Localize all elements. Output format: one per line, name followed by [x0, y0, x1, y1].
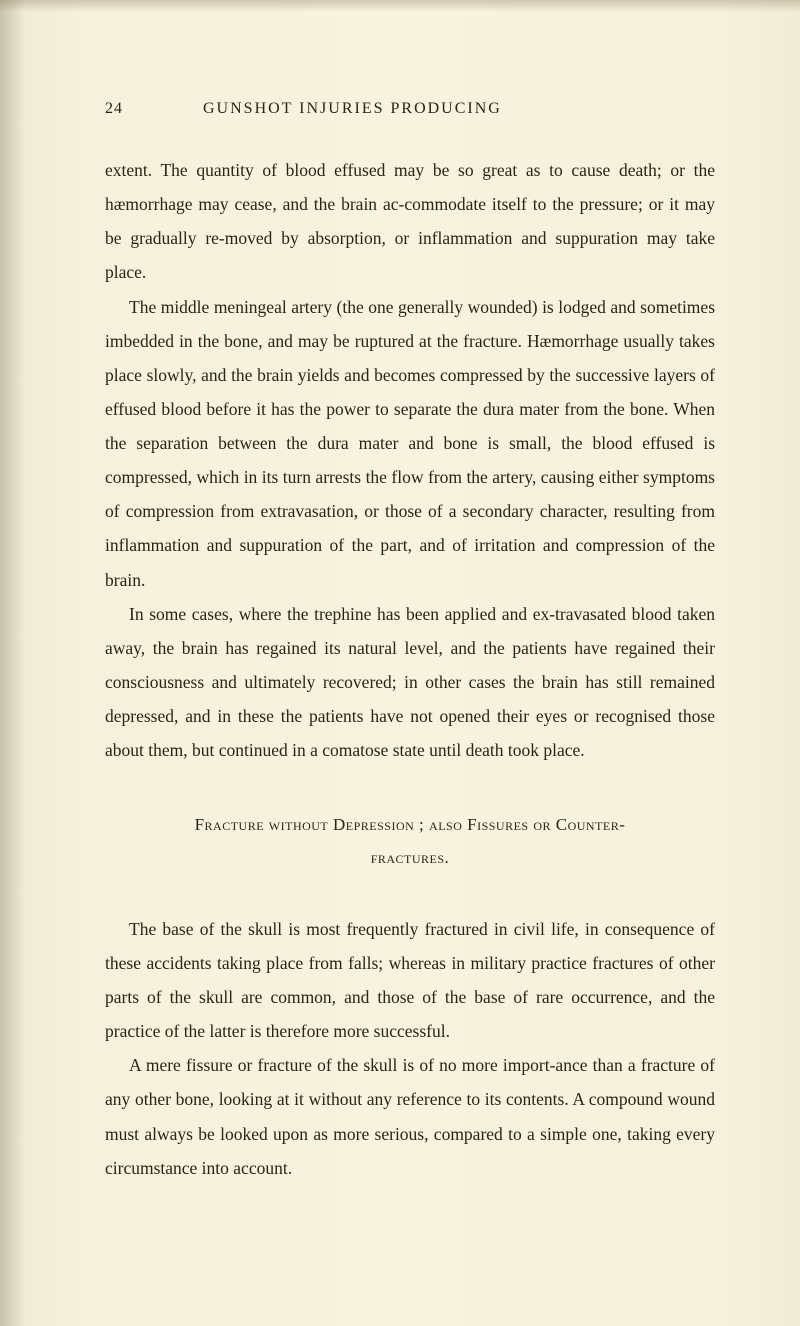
section-heading: Fracture without Depression ; also Fissu…	[105, 809, 715, 874]
page-content: 24 GUNSHOT INJURIES PRODUCING extent. Th…	[0, 0, 800, 1245]
section-heading-line1: Fracture without Depression ; also Fissu…	[195, 815, 626, 834]
body-paragraph-1: extent. The quantity of blood effused ma…	[105, 153, 715, 290]
body-paragraph-5: A mere fissure or fracture of the skull …	[105, 1048, 715, 1185]
section-heading-line2: fractures.	[371, 848, 450, 867]
page-shadow-left	[0, 0, 25, 1326]
page-header: 24 GUNSHOT INJURIES PRODUCING	[105, 100, 715, 118]
page-top-edge	[0, 0, 800, 12]
body-paragraph-3: In some cases, where the trephine has be…	[105, 597, 715, 768]
body-paragraph-4: The base of the skull is most frequently…	[105, 912, 715, 1049]
running-title: GUNSHOT INJURIES PRODUCING	[203, 100, 502, 118]
body-paragraph-2: The middle meningeal artery (the one gen…	[105, 290, 715, 597]
page-number: 24	[105, 100, 123, 118]
